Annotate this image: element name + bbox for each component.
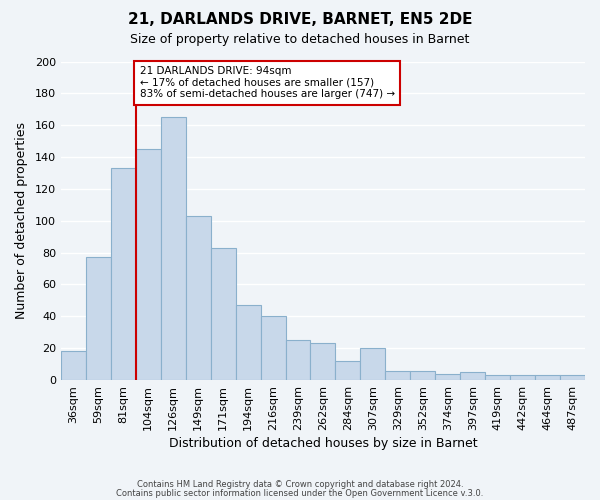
- Bar: [86, 258, 111, 380]
- Bar: [236, 305, 260, 380]
- Text: Size of property relative to detached houses in Barnet: Size of property relative to detached ho…: [130, 32, 470, 46]
- Bar: [161, 117, 186, 380]
- Text: Contains HM Land Registry data © Crown copyright and database right 2024.: Contains HM Land Registry data © Crown c…: [137, 480, 463, 489]
- Bar: [410, 370, 435, 380]
- Bar: [186, 216, 211, 380]
- Bar: [510, 376, 535, 380]
- Bar: [310, 344, 335, 380]
- Bar: [560, 376, 585, 380]
- Text: 21 DARLANDS DRIVE: 94sqm
← 17% of detached houses are smaller (157)
83% of semi-: 21 DARLANDS DRIVE: 94sqm ← 17% of detach…: [140, 66, 395, 100]
- Bar: [61, 352, 86, 380]
- Bar: [385, 370, 410, 380]
- Bar: [260, 316, 286, 380]
- Bar: [211, 248, 236, 380]
- X-axis label: Distribution of detached houses by size in Barnet: Distribution of detached houses by size …: [169, 437, 477, 450]
- Bar: [111, 168, 136, 380]
- Bar: [435, 374, 460, 380]
- Bar: [335, 361, 361, 380]
- Bar: [361, 348, 385, 380]
- Bar: [485, 376, 510, 380]
- Bar: [136, 149, 161, 380]
- Bar: [535, 376, 560, 380]
- Y-axis label: Number of detached properties: Number of detached properties: [15, 122, 28, 320]
- Text: 21, DARLANDS DRIVE, BARNET, EN5 2DE: 21, DARLANDS DRIVE, BARNET, EN5 2DE: [128, 12, 472, 28]
- Text: Contains public sector information licensed under the Open Government Licence v.: Contains public sector information licen…: [116, 488, 484, 498]
- Bar: [460, 372, 485, 380]
- Bar: [286, 340, 310, 380]
